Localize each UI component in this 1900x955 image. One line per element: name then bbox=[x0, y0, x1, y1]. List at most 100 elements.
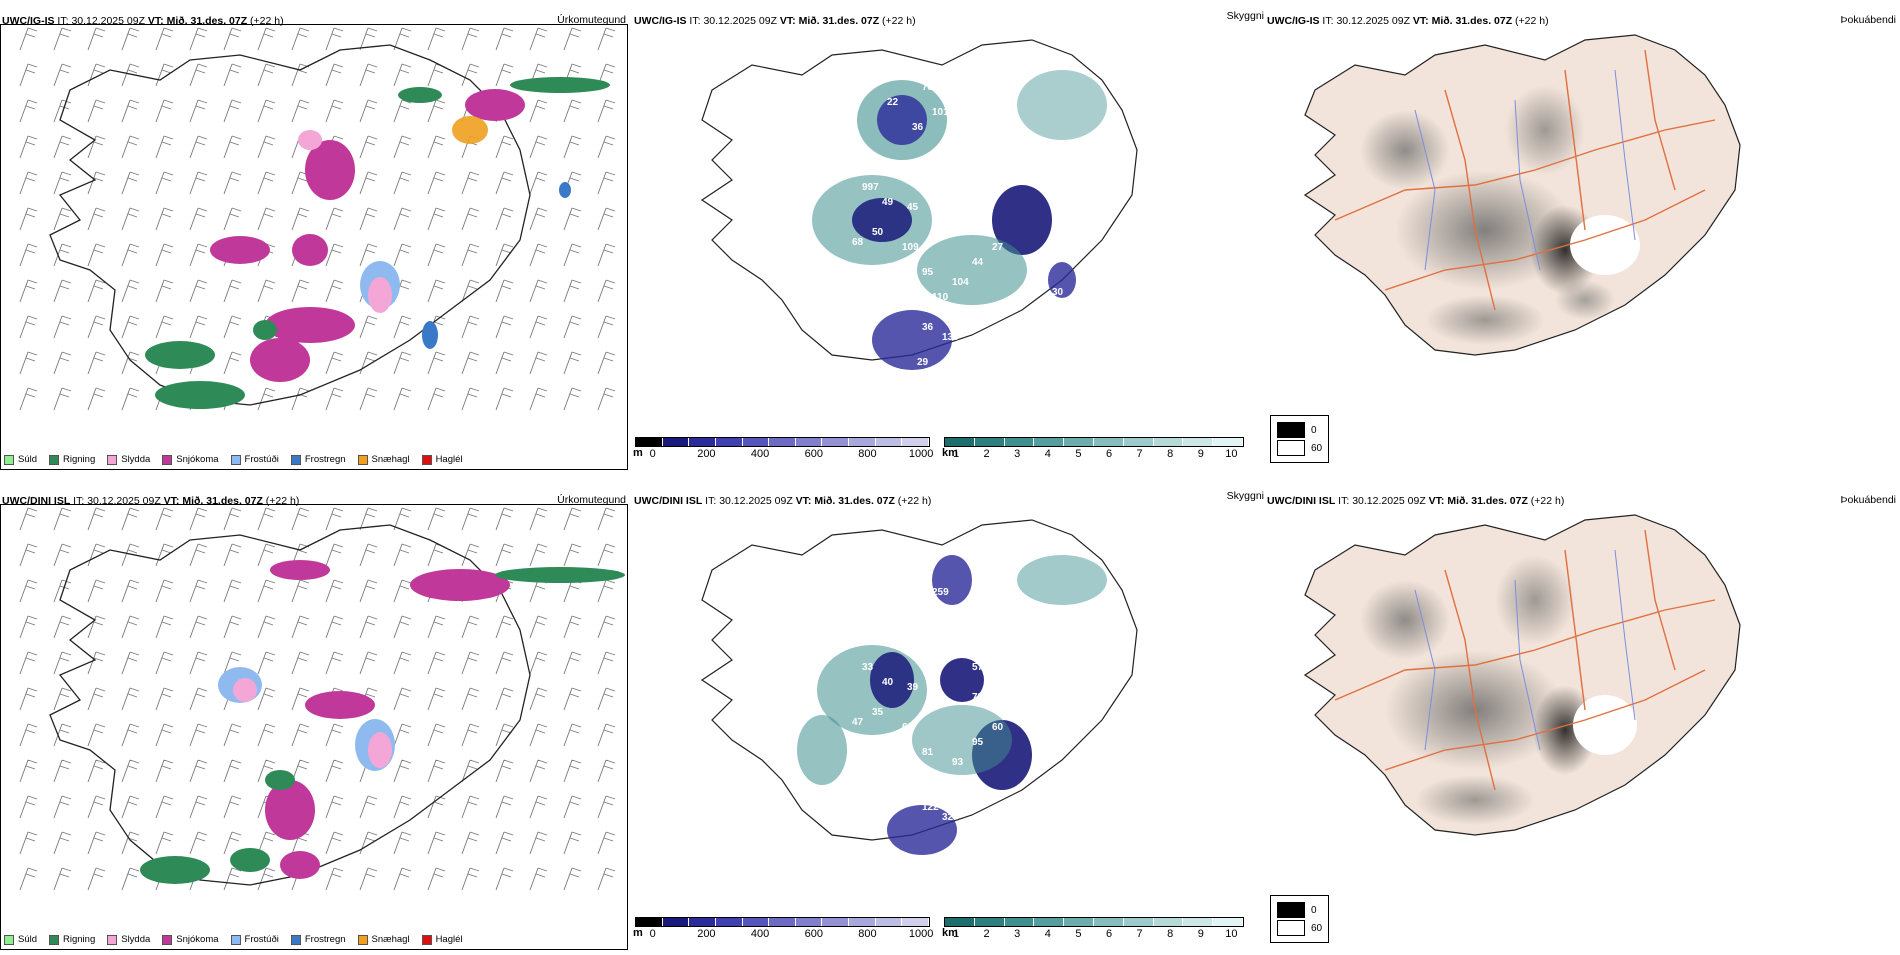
cloud-base-label: 22 bbox=[887, 97, 899, 108]
panel-header: UWC/DINI ISL IT: 30.12.2025 09Z VT: Mið.… bbox=[634, 495, 931, 507]
wind-barb bbox=[393, 867, 412, 891]
precip-panel-top: UWC/IG-IS IT: 30.12.2025 09Z VT: Mið. 31… bbox=[0, 10, 630, 475]
colorbar-tick: 200 bbox=[697, 928, 716, 940]
wind-barb bbox=[87, 135, 106, 159]
wind-barb bbox=[359, 387, 378, 411]
wind-barb bbox=[597, 315, 616, 339]
wind-barb bbox=[563, 507, 582, 531]
colorbar-tick: 2 bbox=[983, 448, 990, 460]
wind-barb bbox=[563, 579, 582, 603]
wind-barb bbox=[325, 543, 344, 567]
wind-barb bbox=[461, 615, 480, 639]
wind-barb bbox=[529, 27, 548, 51]
vt-label: VT: bbox=[795, 495, 812, 507]
wind-barb bbox=[53, 651, 72, 675]
wind-barb bbox=[189, 651, 208, 675]
ceiling-colorbar: 0 200 400 600 800 1000 m bbox=[633, 437, 933, 461]
colorbar-tick: 5 bbox=[1075, 928, 1082, 940]
legend-label: Frostregn bbox=[304, 454, 346, 465]
wind-barb bbox=[597, 351, 616, 375]
wind-barb bbox=[189, 579, 208, 603]
cloud-base-label: 10 bbox=[902, 552, 914, 563]
cloud-panel-bottom: UWC/DINI ISL IT: 30.12.2025 09Z VT: Mið.… bbox=[632, 490, 1272, 955]
wind-barb bbox=[597, 171, 616, 195]
wind-barb bbox=[223, 723, 242, 747]
wind-barb bbox=[87, 795, 106, 819]
wind-barb bbox=[291, 387, 310, 411]
it-label: IT: bbox=[1338, 495, 1350, 507]
colorbar-cell bbox=[715, 918, 743, 926]
colorbar-unit: km bbox=[942, 927, 958, 939]
legend-item: Haglél bbox=[421, 454, 463, 465]
wind-barb bbox=[427, 387, 446, 411]
cloud-base-label: 36 bbox=[922, 322, 934, 333]
precip-map bbox=[19, 27, 616, 411]
wind-barb bbox=[427, 651, 446, 675]
wind-barb bbox=[155, 135, 174, 159]
cloud-base-label: 36 bbox=[1052, 767, 1064, 778]
wind-barb bbox=[155, 63, 174, 87]
wind-barb bbox=[121, 759, 140, 783]
wind-barb bbox=[461, 27, 480, 51]
model-name: UWC/IG-IS bbox=[634, 15, 687, 27]
wind-barb bbox=[121, 867, 140, 891]
vt-value: Mið. 31.des. 07Z bbox=[798, 15, 880, 27]
cloud-base-label: 102 bbox=[892, 282, 909, 293]
wind-barb bbox=[19, 615, 38, 639]
wind-barb bbox=[495, 207, 514, 231]
wind-barb bbox=[121, 579, 140, 603]
wind-barb bbox=[461, 315, 480, 339]
wind-barb bbox=[495, 387, 514, 411]
fog-legend-label: 60 bbox=[1311, 442, 1323, 454]
fog-legend-swatch bbox=[1277, 440, 1305, 456]
model-name: UWC/DINI ISL bbox=[634, 495, 703, 507]
wind-barb bbox=[461, 723, 480, 747]
wind-barb bbox=[155, 723, 174, 747]
wind-barb bbox=[563, 867, 582, 891]
wind-barb bbox=[257, 759, 276, 783]
wind-barb bbox=[359, 27, 378, 51]
wind-barb bbox=[155, 687, 174, 711]
model-name: UWC/IG-IS bbox=[1267, 15, 1320, 27]
legend-label: Snjókoma bbox=[176, 934, 219, 945]
wind-barb bbox=[393, 207, 412, 231]
fog-shading bbox=[1360, 85, 1640, 345]
colorbar-tick: 3 bbox=[1014, 928, 1021, 940]
wind-barb bbox=[87, 315, 106, 339]
cloud-base-label: 82 bbox=[802, 632, 814, 643]
wind-barb bbox=[529, 279, 548, 303]
colorbar-tick: 0 bbox=[649, 928, 656, 940]
wind-barb bbox=[189, 63, 208, 87]
wind-barb bbox=[87, 759, 106, 783]
wind-barb bbox=[495, 351, 514, 375]
colorbar-cell bbox=[1093, 918, 1124, 926]
wind-barb bbox=[597, 831, 616, 855]
wind-barb bbox=[53, 867, 72, 891]
colorbar-tick: 600 bbox=[804, 928, 823, 940]
wind-barb bbox=[19, 687, 38, 711]
cloud-base-label: 109 bbox=[902, 242, 919, 253]
model-name: UWC/DINI ISL bbox=[1267, 495, 1336, 507]
wind-barb bbox=[563, 615, 582, 639]
wind-barb bbox=[291, 279, 310, 303]
wind-barb bbox=[257, 543, 276, 567]
wind-barb bbox=[393, 243, 412, 267]
wind-barb bbox=[427, 27, 446, 51]
wind-barb bbox=[359, 207, 378, 231]
wind-barb bbox=[325, 351, 344, 375]
wind-barb bbox=[53, 387, 72, 411]
wind-barb bbox=[495, 543, 514, 567]
colorbar-cell bbox=[1183, 918, 1214, 926]
wind-barb bbox=[563, 315, 582, 339]
wind-barb bbox=[19, 579, 38, 603]
legend-swatch bbox=[4, 454, 14, 465]
wind-barb bbox=[563, 135, 582, 159]
wind-barb bbox=[53, 171, 72, 195]
colorbar-cell bbox=[795, 918, 823, 926]
fog-legend-item: 60 bbox=[1277, 440, 1322, 456]
colorbar-ticks: 1 2 3 4 5 6 7 8 9 10 bbox=[944, 447, 1244, 461]
wind-barb bbox=[53, 315, 72, 339]
wind-barb bbox=[427, 507, 446, 531]
colorbar-cell bbox=[662, 918, 690, 926]
wind-barb bbox=[19, 315, 38, 339]
